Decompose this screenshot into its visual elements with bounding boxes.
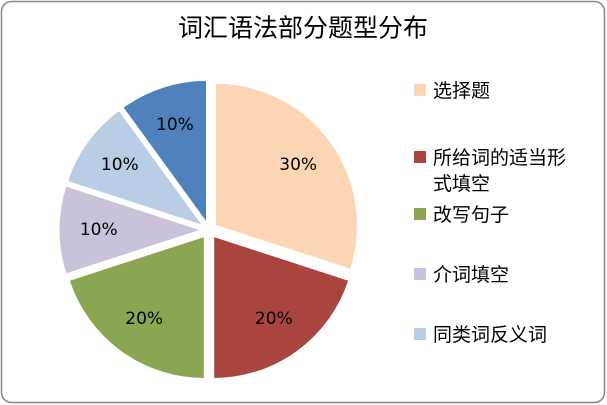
pie-slice xyxy=(122,79,208,224)
data-label: 20% xyxy=(255,309,293,329)
legend-item: 所给词的适当形式填空 xyxy=(414,145,583,197)
data-label: 10% xyxy=(80,220,118,240)
legend-swatch xyxy=(414,84,426,96)
data-label: 10% xyxy=(156,115,194,135)
pie-slice xyxy=(214,82,358,270)
legend-swatch xyxy=(414,151,426,163)
pie-slice xyxy=(66,109,204,227)
legend-swatch xyxy=(414,268,426,280)
legend-label: 同类词反义词 xyxy=(433,324,548,346)
chart-title: 词汇语法部分题型分布 xyxy=(178,14,428,43)
pie-slice xyxy=(68,235,205,379)
data-label: 30% xyxy=(279,155,317,175)
pie-slice xyxy=(58,185,203,275)
legend-swatch xyxy=(414,208,426,220)
legend-label: 选择题 xyxy=(433,80,491,102)
pie-slice xyxy=(213,235,350,379)
legend-swatch xyxy=(414,328,426,340)
legend-item: 同类词反义词 xyxy=(414,322,583,348)
legend-label: 介词填空 xyxy=(433,264,510,286)
legend-label: 改写句子 xyxy=(433,204,510,226)
legend-label: 所给词的适当形式填空 xyxy=(433,147,567,195)
legend-item: 介词填空 xyxy=(414,262,583,288)
data-label: 20% xyxy=(125,309,163,329)
legend-item: 选择题 xyxy=(414,78,583,104)
data-label: 10% xyxy=(101,155,139,175)
legend-item: 改写句子 xyxy=(414,202,583,228)
